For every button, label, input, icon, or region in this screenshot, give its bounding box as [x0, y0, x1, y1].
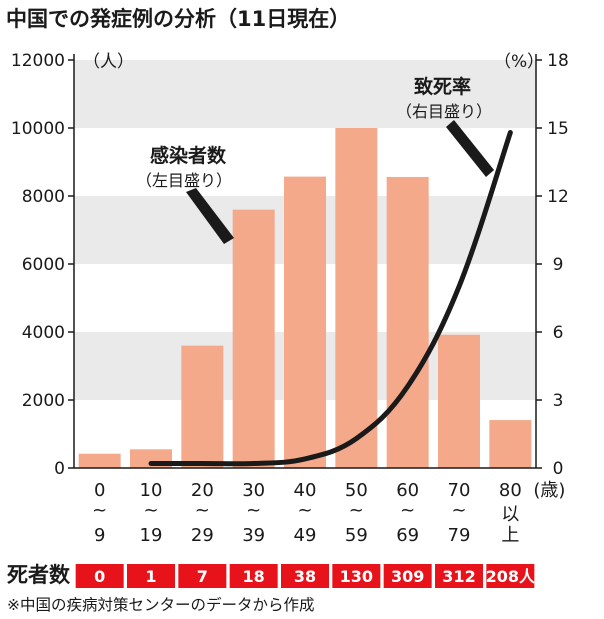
left-tick-label: 0: [54, 459, 65, 479]
category-labels: 0~910~1920~2930~3940~4950~5960~6970~7980…: [92, 480, 565, 546]
category-label-mid: ~: [400, 500, 415, 521]
death-count: 18: [243, 567, 265, 586]
category-label-mid: ~: [92, 500, 107, 521]
category-label-mid: ~: [451, 500, 466, 521]
category-label-mid: ~: [195, 500, 210, 521]
left-tick-label: 6000: [22, 255, 65, 275]
left-axis-ticks: 0 2000 4000 6000 8000 10000 12000: [11, 51, 74, 479]
left-tick-label: 12000: [11, 51, 65, 71]
category-label-top: 20: [191, 480, 214, 501]
deaths-row: 0 1 7 18 38 130 309 312 208人: [75, 564, 536, 588]
left-tick-label: 8000: [22, 187, 65, 207]
category-label-top: 70: [448, 480, 471, 501]
right-axis-unit: （%）: [494, 52, 544, 72]
category-label-bottom: 9: [94, 525, 105, 546]
death-count-box: [178, 564, 227, 588]
bar: [438, 334, 480, 468]
category-label-mid: ~: [349, 500, 364, 521]
category-label-bottom: 69: [396, 525, 419, 546]
bar: [232, 209, 275, 468]
death-count-box: [75, 564, 124, 588]
death-count-box: [383, 564, 432, 588]
death-count: 1: [145, 567, 156, 586]
right-tick-label: 0: [553, 459, 564, 479]
death-count-box: [332, 564, 381, 588]
bar: [489, 420, 532, 468]
bar-series: [78, 128, 532, 468]
left-tick-label: 10000: [11, 119, 65, 139]
category-label-bottom: 19: [140, 525, 163, 546]
bar-annotation-label: 感染者数: [150, 144, 227, 167]
line-annotation-label: 致死率: [414, 75, 471, 98]
right-tick-label: 15: [547, 119, 569, 139]
death-count-box: [486, 564, 535, 588]
category-label-top: 80: [499, 480, 522, 501]
left-tick-label: 2000: [22, 391, 65, 411]
bar-annotation-sub: （左目盛り）: [136, 171, 232, 190]
category-label-top: 0: [94, 480, 105, 501]
death-count: 38: [294, 567, 316, 586]
category-label-mid: ~: [297, 500, 312, 521]
chart-title: 中国での発症例の分析（11日現在）: [6, 7, 350, 31]
line-series: [148, 130, 513, 467]
right-tick-label: 6: [553, 323, 564, 343]
left-tick-label: 4000: [22, 323, 65, 343]
death-count: 130: [340, 567, 373, 586]
right-tick-label: 9: [553, 255, 564, 275]
category-label-top: 30: [242, 480, 265, 501]
category-label-mid: 以: [501, 504, 519, 525]
death-count: 0: [94, 567, 105, 586]
fatality-rate-line: [148, 130, 513, 467]
death-count-box: [281, 564, 329, 588]
category-label-top: 50: [345, 480, 368, 501]
line-annotation-sub: （右目盛り）: [396, 102, 492, 121]
category-label-top: 10: [140, 480, 163, 501]
death-count: 208人: [486, 567, 536, 586]
category-label-bottom: 29: [191, 525, 214, 546]
category-label-bottom: 79: [448, 525, 471, 546]
right-tick-label: 18: [547, 51, 569, 71]
right-tick-label: 3: [553, 391, 564, 411]
death-count-box: [435, 564, 483, 588]
death-count: 312: [442, 567, 475, 586]
category-label-bottom: 59: [345, 525, 368, 546]
source-note: ※中国の疾病対策センターのデータから作成: [7, 595, 315, 614]
category-unit: (歳): [533, 480, 565, 501]
death-count-box: [127, 564, 175, 588]
left-axis-unit: （人）: [83, 52, 134, 72]
death-count-box: [229, 564, 278, 588]
category-label-bottom: 39: [242, 525, 265, 546]
category-label-bottom: 49: [294, 525, 317, 546]
category-label-bottom: 上: [501, 525, 519, 546]
bar: [386, 176, 429, 468]
bar: [284, 176, 326, 468]
grid-band: [74, 60, 536, 128]
death-count: 7: [197, 567, 208, 586]
bar-annotation-pointer: [186, 188, 234, 244]
right-tick-label: 12: [547, 187, 569, 207]
bar: [335, 128, 378, 468]
deaths-label: 死者数: [7, 563, 71, 587]
category-label-top: 60: [396, 480, 419, 501]
axes: [73, 54, 537, 469]
category-label-top: 40: [294, 480, 317, 501]
right-axis-ticks: 0 3 6 9 12 15 18: [536, 51, 569, 479]
death-count: 309: [391, 567, 424, 586]
bar: [181, 345, 224, 468]
line-annotation-pointer: [446, 120, 494, 177]
category-label-mid: ~: [246, 500, 261, 521]
category-label-mid: ~: [143, 500, 158, 521]
bar: [78, 453, 121, 468]
